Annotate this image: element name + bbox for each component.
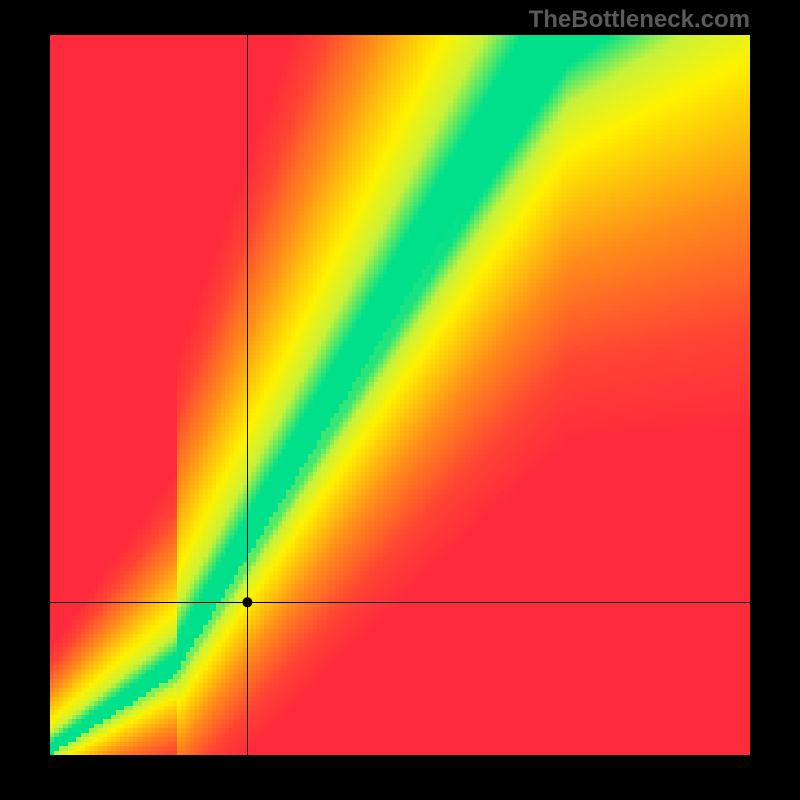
chart-frame: TheBottleneck.com: [0, 0, 800, 800]
watermark-label: TheBottleneck.com: [529, 6, 750, 34]
crosshair-overlay: [50, 35, 750, 755]
